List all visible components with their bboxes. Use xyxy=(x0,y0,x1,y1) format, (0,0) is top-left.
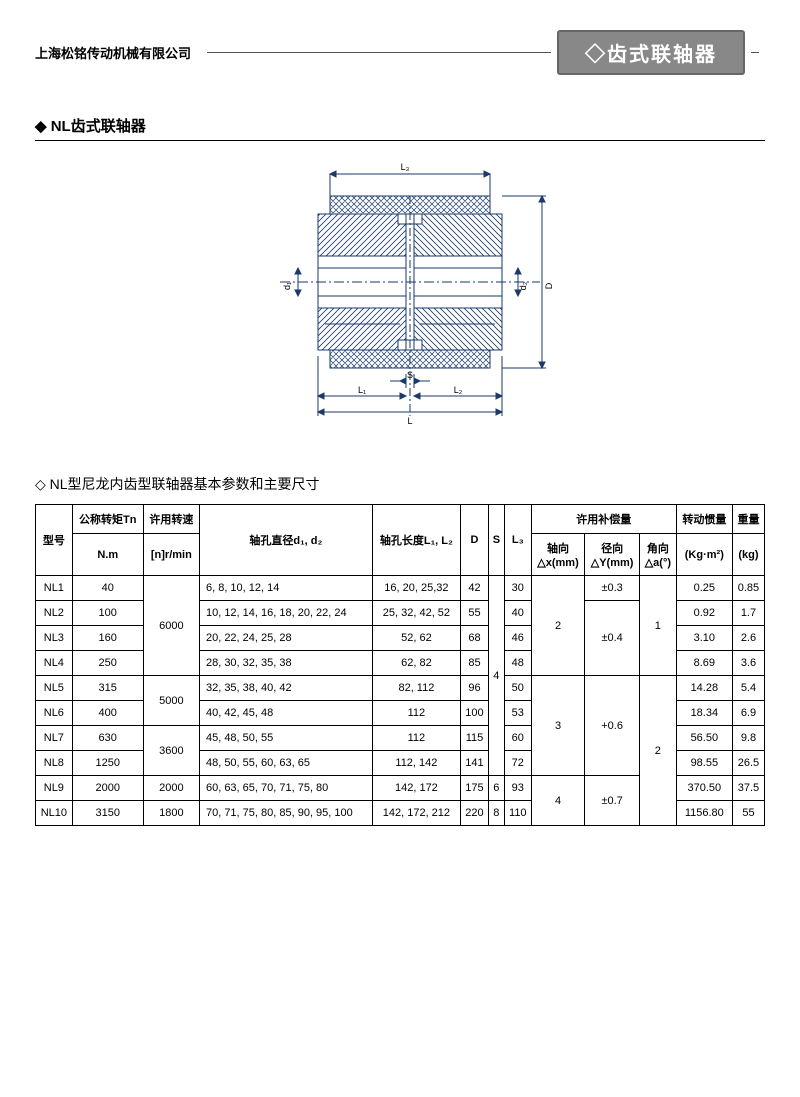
col-angular: 角向△a(°) xyxy=(640,534,677,576)
col-speed-unit: [n]r/min xyxy=(143,534,199,576)
label-L1: L₁ xyxy=(358,385,366,395)
label-D: D xyxy=(544,282,554,289)
col-torque-unit: N.m xyxy=(72,534,143,576)
col-weight: 重量 xyxy=(732,505,764,534)
company-name: 上海松铭传动机械有限公司 xyxy=(35,43,201,62)
page-header: 上海松铭传动机械有限公司 ◇齿式联轴器 xyxy=(35,30,765,75)
col-L3: L₃ xyxy=(504,505,531,576)
col-bore-len: 轴孔长度L₁, L₂ xyxy=(372,505,460,576)
col-weight-unit: (kg) xyxy=(732,534,764,576)
col-comp-group: 许用补偿量 xyxy=(531,505,676,534)
page-title: ◇齿式联轴器 xyxy=(557,30,745,75)
label-d2: d₂ xyxy=(518,281,528,290)
col-bore-dia: 轴孔直径d₁, d₂ xyxy=(199,505,372,576)
table-subtitle: ◇ NL型尼龙内齿型联轴器基本参数和主要尺寸 xyxy=(35,474,765,494)
col-model: 型号 xyxy=(36,505,73,576)
header-rule xyxy=(207,52,551,53)
col-S: S xyxy=(488,505,504,576)
table-row: NL1 40 6000 6, 8, 10, 12, 14 16, 20, 25,… xyxy=(36,576,765,601)
col-inertia: 转动惯量 xyxy=(676,505,732,534)
section-title: ◆ NL齿式联轴器 xyxy=(35,115,765,141)
label-L2: L₂ xyxy=(454,385,463,395)
col-speed: 许用转速 xyxy=(143,505,199,534)
label-L3: L₃ xyxy=(401,162,410,172)
label-d1: d₁ xyxy=(282,282,292,290)
label-S: S xyxy=(407,370,413,380)
technical-drawing: L₃ xyxy=(35,156,765,439)
col-inertia-unit: (Kg·m²) xyxy=(676,534,732,576)
table-row: NL5 315 5000 32, 35, 38, 40, 42 82, 112 … xyxy=(36,676,765,701)
col-torque: 公称转矩Tn xyxy=(72,505,143,534)
col-radial: 径向△Y(mm) xyxy=(585,534,640,576)
col-axial: 轴向△x(mm) xyxy=(531,534,584,576)
header-rule-right xyxy=(751,52,759,53)
col-D: D xyxy=(461,505,489,576)
label-L: L xyxy=(407,416,412,426)
spec-table: 型号 公称转矩Tn 许用转速 轴孔直径d₁, d₂ 轴孔长度L₁, L₂ D S… xyxy=(35,504,765,826)
